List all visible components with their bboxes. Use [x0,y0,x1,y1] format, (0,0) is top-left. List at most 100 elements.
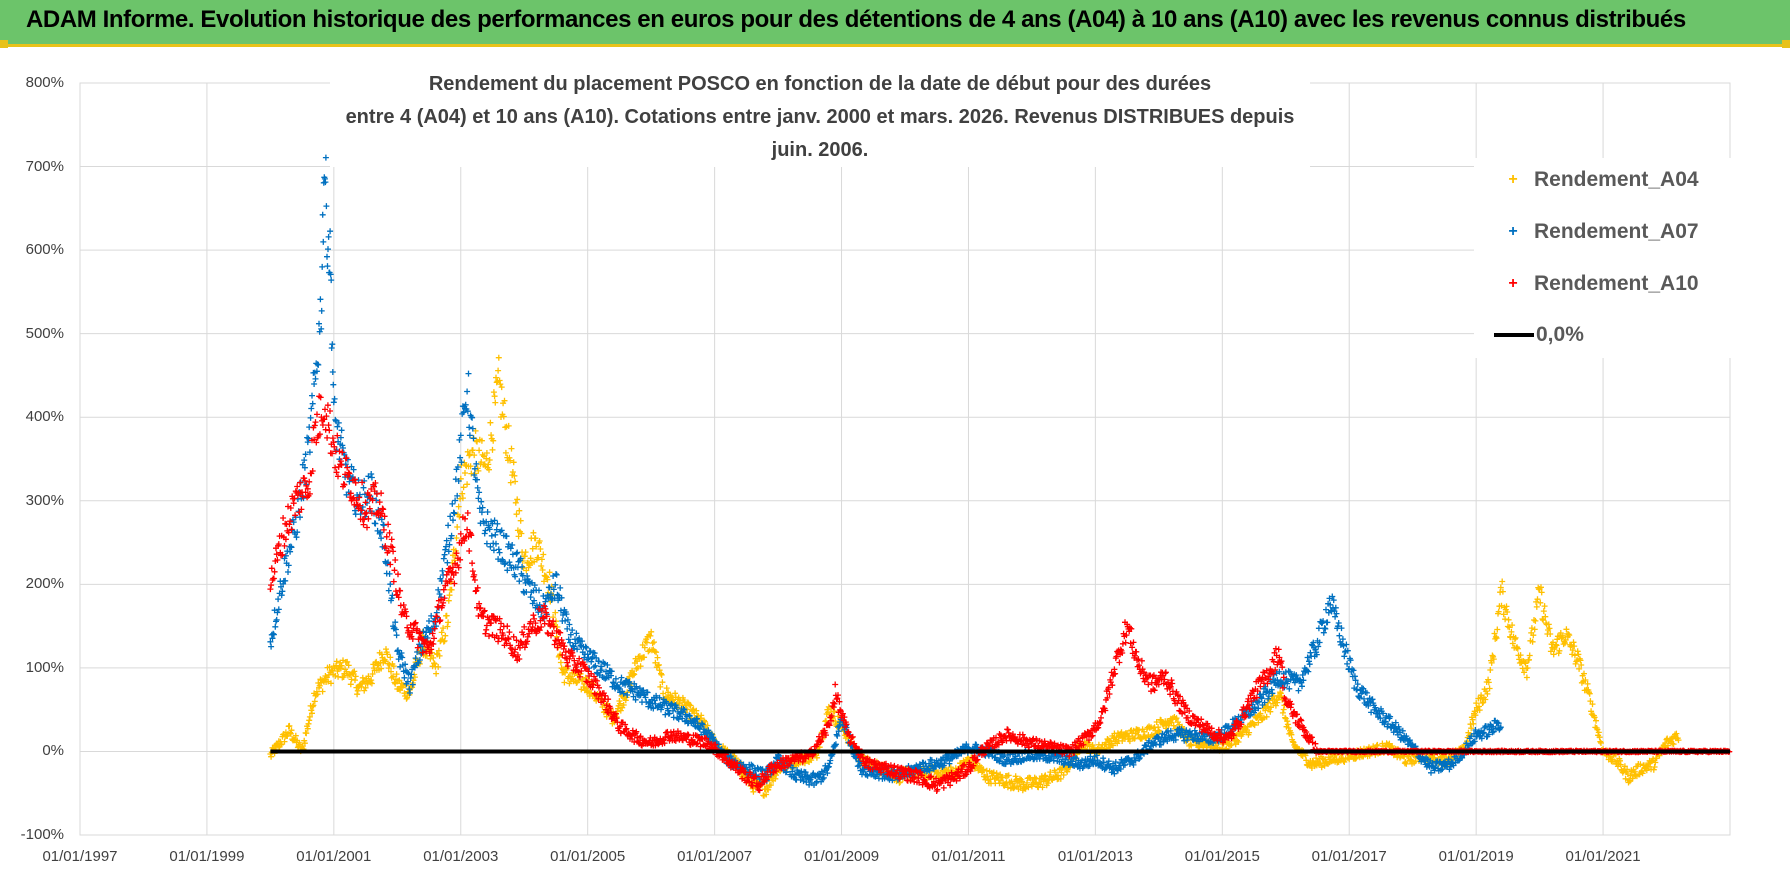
point-Rendement_A07 [269,635,276,642]
point-Rendement_A10 [366,491,373,498]
point-Rendement_A04 [1257,710,1264,717]
point-Rendement_A04 [287,730,294,737]
point-Rendement_A04 [1540,608,1547,615]
point-Rendement_A04 [540,551,547,558]
point-Rendement_A10 [1086,737,1092,744]
point-Rendement_A04 [659,679,666,686]
point-Rendement_A07 [395,647,401,654]
point-Rendement_A04 [561,679,568,686]
point-Rendement_A10 [818,738,825,745]
point-Rendement_A10 [345,469,352,476]
point-Rendement_A07 [601,660,608,667]
point-Rendement_A04 [536,538,543,544]
point-Rendement_A04 [1552,641,1559,648]
point-Rendement_A10 [430,641,437,647]
point-Rendement_A04 [1389,743,1396,749]
point-Rendement_A04 [622,697,629,704]
point-Rendement_A07 [301,464,308,471]
point-Rendement_A04 [518,530,525,537]
point-Rendement_A10 [306,490,313,497]
point-Rendement_A07 [337,434,344,441]
point-Rendement_A07 [1403,733,1410,740]
point-Rendement_A10 [603,702,610,709]
point-Rendement_A04 [1126,733,1133,740]
point-Rendement_A07 [835,728,842,735]
point-Rendement_A04 [448,586,455,593]
point-Rendement_A07 [332,416,339,423]
point-Rendement_A07 [505,541,512,548]
point-Rendement_A10 [268,565,275,572]
point-Rendement_A07 [279,588,286,595]
point-Rendement_A07 [1332,604,1339,611]
point-Rendement_A04 [303,730,310,737]
point-Rendement_A04 [1522,660,1529,667]
point-Rendement_A07 [476,505,483,512]
point-Rendement_A07 [320,238,327,245]
point-Rendement_A07 [656,694,663,701]
point-Rendement_A07 [818,768,825,775]
point-Rendement_A04 [1547,648,1554,655]
point-Rendement_A04 [442,632,449,639]
point-Rendement_A10 [1099,708,1106,715]
point-Rendement_A04 [1617,761,1624,768]
point-Rendement_A10 [830,704,837,711]
point-Rendement_A04 [483,455,490,462]
point-Rendement_A07 [325,246,331,253]
point-Rendement_A04 [1577,657,1584,664]
point-Rendement_A04 [649,640,656,647]
point-Rendement_A04 [493,374,499,381]
point-Rendement_A10 [841,714,848,721]
point-Rendement_A07 [1111,770,1118,777]
point-Rendement_A10 [911,774,918,780]
point-Rendement_A07 [350,466,357,473]
point-Rendement_A07 [584,651,591,658]
point-Rendement_A10 [629,727,636,734]
point-Rendement_A10 [450,564,456,571]
point-Rendement_A07 [1105,758,1112,765]
point-Rendement_A07 [360,484,367,491]
point-Rendement_A04 [460,484,467,491]
point-Rendement_A10 [752,773,759,780]
point-Rendement_A07 [1330,597,1337,604]
point-Rendement_A04 [286,722,293,729]
point-Rendement_A07 [802,769,809,776]
point-Rendement_A07 [624,692,631,698]
point-Rendement_A07 [562,617,569,624]
point-Rendement_A10 [414,625,421,632]
point-Rendement_A04 [1499,578,1506,585]
point-Rendement_A04 [1251,722,1258,729]
point-Rendement_A07 [519,563,526,570]
point-Rendement_A04 [1012,773,1019,780]
point-Rendement_A04 [396,677,403,684]
point-Rendement_A07 [645,703,652,710]
point-Rendement_A07 [460,409,467,416]
point-Rendement_A07 [1347,657,1354,664]
point-Rendement_A04 [483,450,490,456]
point-Rendement_A10 [828,712,835,719]
point-Rendement_A10 [953,777,960,784]
point-Rendement_A10 [473,587,480,594]
point-Rendement_A10 [1080,741,1087,748]
point-Rendement_A10 [883,760,889,767]
point-Rendement_A10 [562,649,569,656]
point-Rendement_A07 [324,253,330,260]
point-Rendement_A04 [1064,768,1071,775]
point-Rendement_A04 [1563,626,1570,633]
point-Rendement_A07 [457,432,464,439]
point-Rendement_A07 [1158,734,1165,741]
point-Rendement_A07 [402,661,409,668]
point-Rendement_A04 [498,384,505,391]
point-Rendement_A10 [356,502,363,509]
point-Rendement_A04 [1509,640,1516,647]
point-Rendement_A04 [1675,737,1682,744]
point-Rendement_A10 [834,695,841,702]
point-Rendement_A04 [1282,714,1289,721]
point-Rendement_A07 [440,555,447,562]
point-Rendement_A07 [290,519,297,526]
point-Rendement_A04 [431,660,437,667]
point-Rendement_A07 [334,423,341,430]
point-Rendement_A04 [1228,742,1235,748]
point-Rendement_A04 [435,647,442,654]
point-Rendement_A07 [1338,625,1345,632]
point-Rendement_A04 [980,766,987,773]
